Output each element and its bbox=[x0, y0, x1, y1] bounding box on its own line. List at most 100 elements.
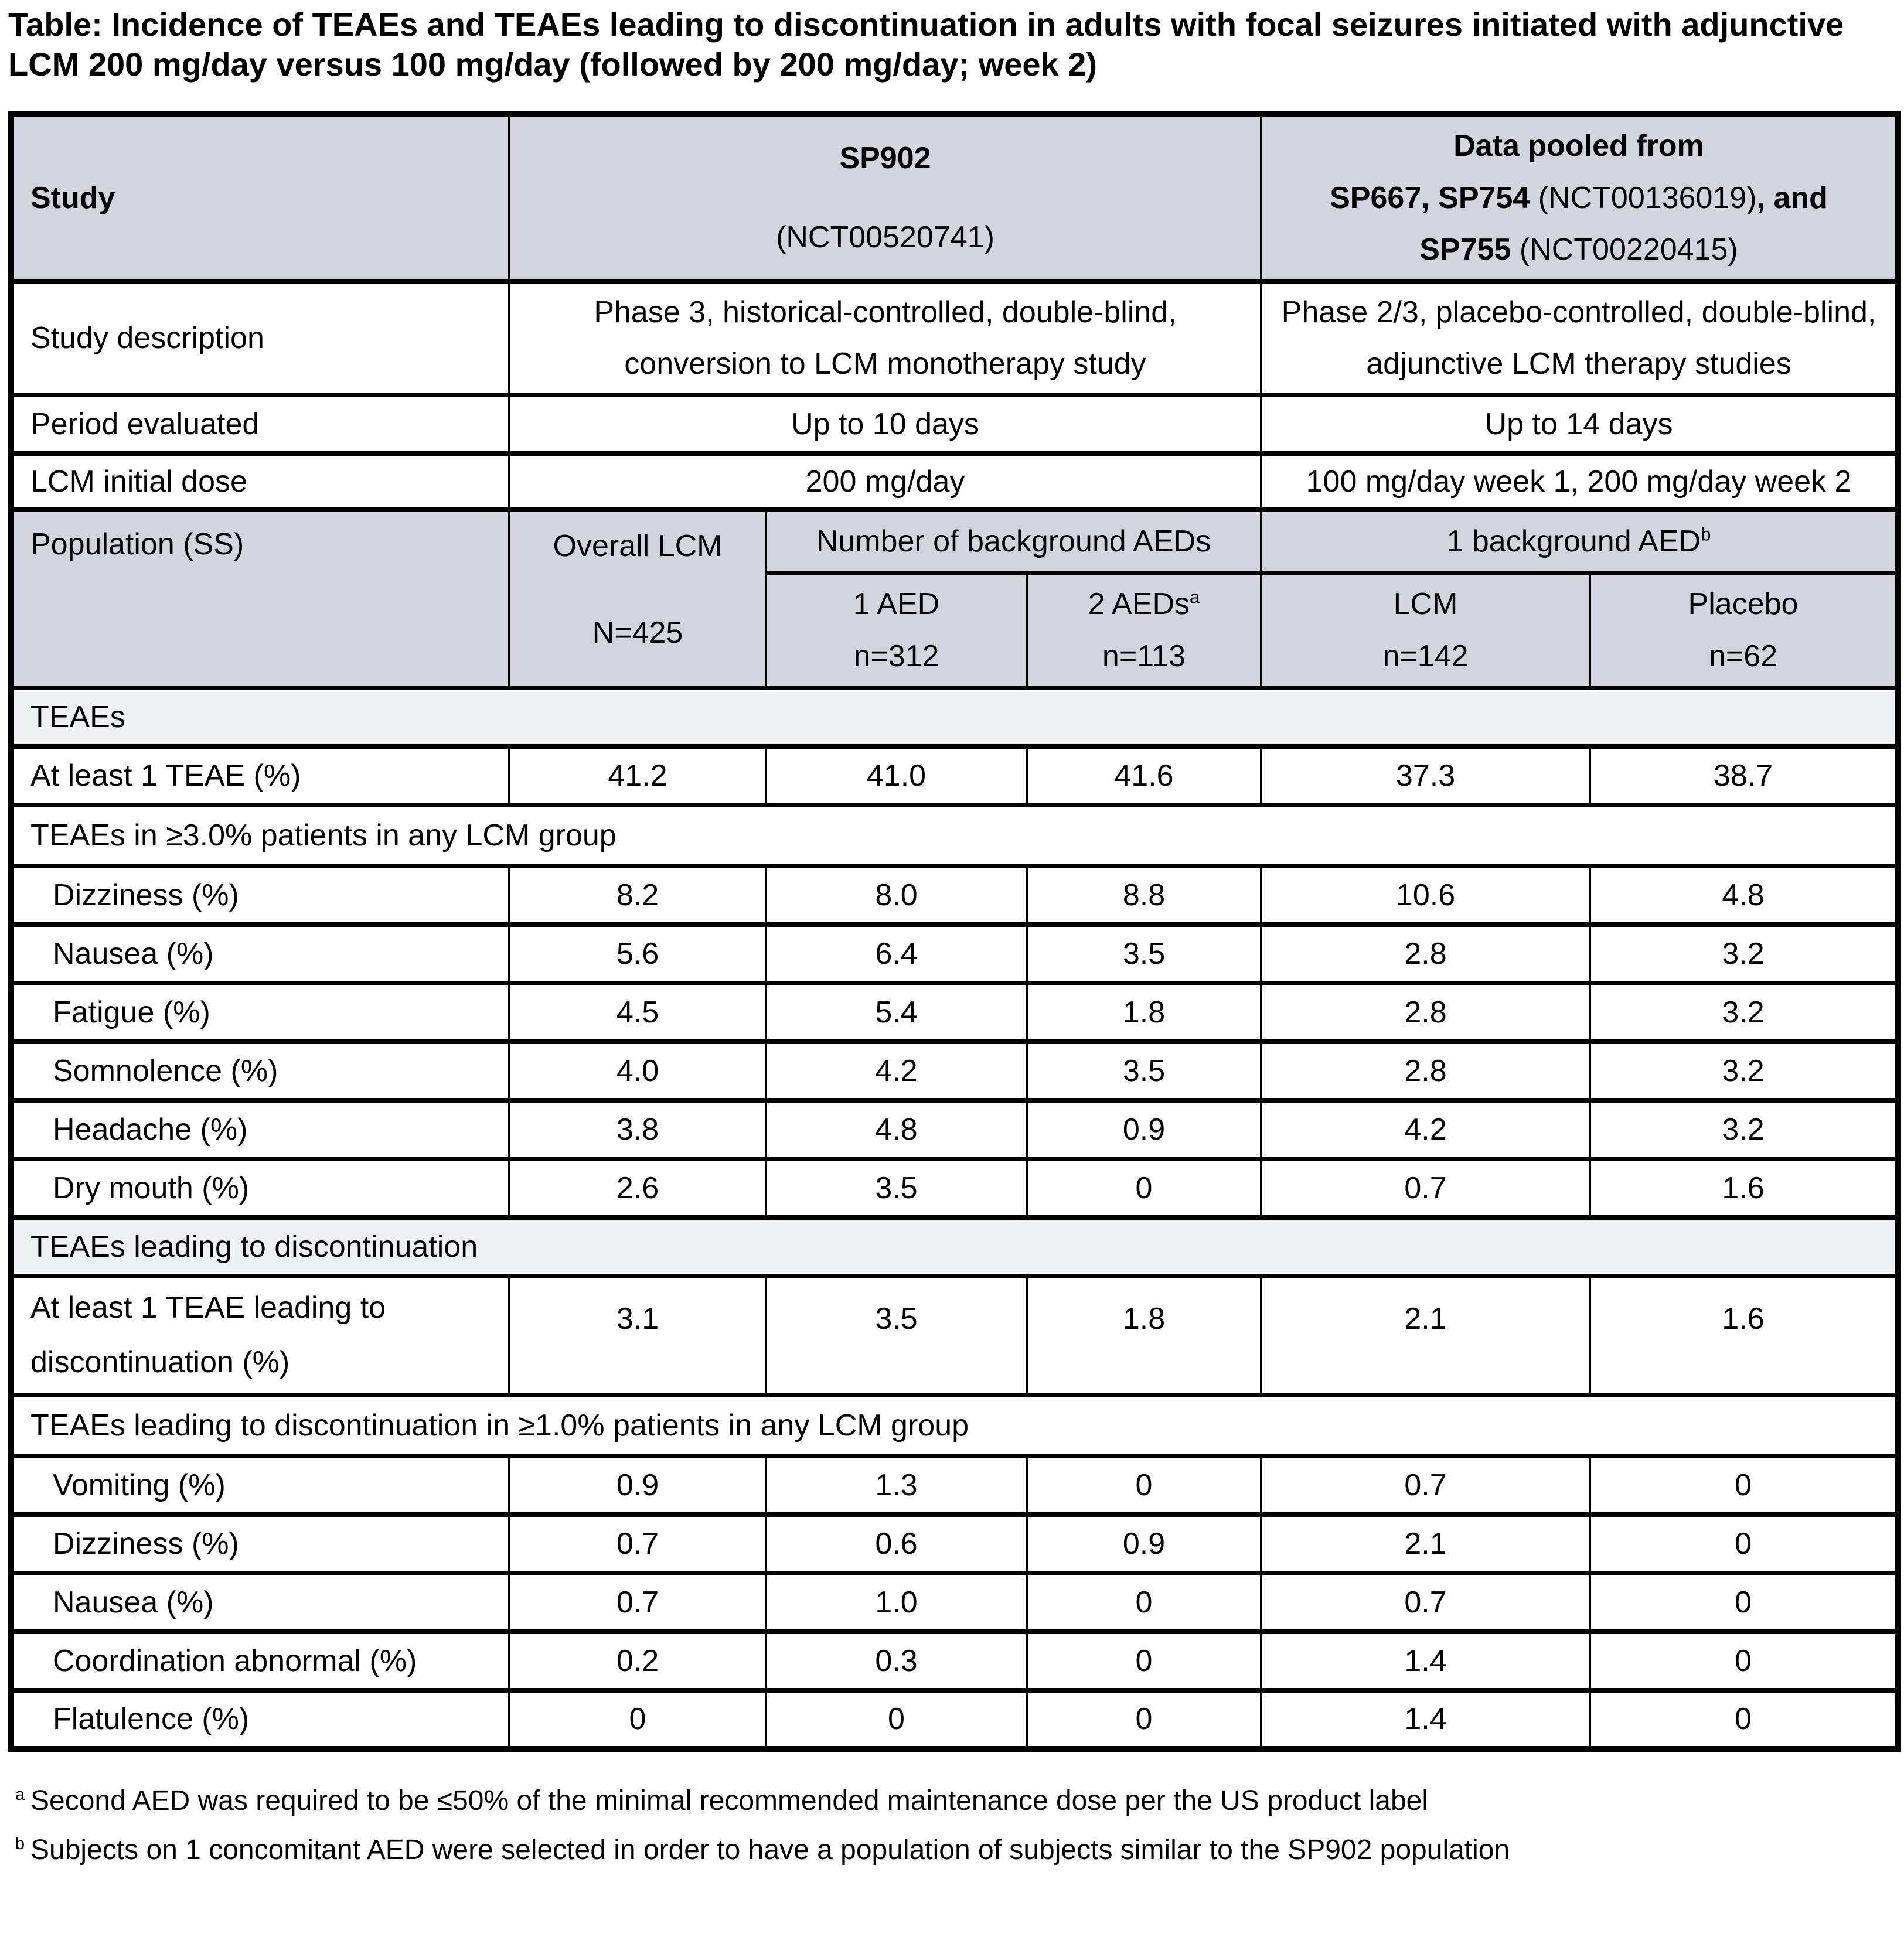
footnote-a: a Second AED was required to be ≤50% of t… bbox=[15, 1776, 1896, 1826]
value-cell: 0.2 bbox=[508, 1629, 767, 1693]
pooled-studies-1: SP667, SP754 bbox=[1330, 180, 1530, 215]
pooled-studies-2: SP755 bbox=[1419, 233, 1511, 267]
value-cell: 0 bbox=[1589, 1687, 1900, 1751]
lcm-dose-sp902: 200 mg/day bbox=[507, 451, 1263, 512]
value-cell: 4.5 bbox=[508, 980, 767, 1044]
value-cell: 38.7 bbox=[1589, 744, 1900, 807]
value-cell: 5.6 bbox=[508, 922, 767, 985]
col-2aeds-title: 2 AEDs bbox=[1088, 587, 1190, 622]
sp902-nct: (NCT00520741) bbox=[776, 220, 994, 254]
value-cell: 3.2 bbox=[1589, 922, 1900, 985]
row-population-groups: Population (SS) Overall LCM N=425 Number… bbox=[10, 507, 1900, 690]
col-2aeds-n: n=113 bbox=[1102, 639, 1186, 673]
row-label: Nausea (%) bbox=[10, 1570, 510, 1634]
value-cell: 1.6 bbox=[1589, 1156, 1900, 1220]
row-coordination-abnormal-disc: Coordination abnormal (%) 0.2 0.3 0 1.4 … bbox=[10, 1629, 1900, 1693]
value-cell: 0.9 bbox=[1025, 1512, 1263, 1575]
value-cell: 0.7 bbox=[1260, 1453, 1592, 1517]
col-2aeds-cell: 2 AEDsa n=113 bbox=[1025, 570, 1263, 690]
value-cell: 3.2 bbox=[1589, 980, 1900, 1044]
footnotes: a Second AED was required to be ≤50% of t… bbox=[8, 1776, 1896, 1875]
row-label: Headache (%) bbox=[10, 1097, 510, 1161]
row-dry-mouth: Dry mouth (%) 2.6 3.5 0 0.7 1.6 bbox=[10, 1156, 1900, 1220]
period-evaluated-label: Period evaluated bbox=[10, 392, 510, 456]
value-cell: 0 bbox=[1025, 1687, 1263, 1751]
value-cell: 0 bbox=[508, 1687, 767, 1751]
footnote-a-text: Second AED was required to be ≤50% of th… bbox=[30, 1785, 1429, 1816]
value-cell: 41.0 bbox=[765, 744, 1028, 807]
row-flatulence-disc: Flatulence (%) 0 0 0 1.4 0 bbox=[10, 1687, 1900, 1751]
value-cell: 0 bbox=[1025, 1570, 1263, 1634]
row-label: Coordination abnormal (%) bbox=[10, 1629, 510, 1693]
row-vomiting-disc: Vomiting (%) 0.9 1.3 0 0.7 0 bbox=[10, 1453, 1900, 1517]
value-cell: 2.8 bbox=[1260, 980, 1592, 1044]
value-cell: 4.2 bbox=[1260, 1097, 1592, 1161]
footnote-a-marker: a bbox=[15, 1785, 25, 1804]
value-cell: 0 bbox=[1589, 1453, 1900, 1517]
section-header-teaes-3pct: TEAEs in ≥3.0% patients in any LCM group bbox=[9, 802, 1900, 868]
value-cell: 3.2 bbox=[1589, 1097, 1900, 1161]
row-section-discontinuation: TEAEs leading to discontinuation bbox=[9, 1215, 1900, 1278]
row-nausea: Nausea (%) 5.6 6.4 3.5 2.8 3.2 bbox=[10, 922, 1900, 985]
value-cell: 4.8 bbox=[765, 1097, 1028, 1161]
pooled-line1: Data pooled from bbox=[1453, 129, 1704, 163]
value-cell: 3.5 bbox=[1025, 922, 1263, 985]
lcm-dose-label: LCM initial dose bbox=[10, 451, 510, 512]
one-background-aed-header: 1 background AEDb bbox=[1260, 507, 1900, 575]
value-cell: 3.1 bbox=[508, 1273, 767, 1397]
col-1aed-cell: 1 AED n=312 bbox=[765, 570, 1028, 690]
value-cell: 1.0 bbox=[765, 1570, 1028, 1634]
value-cell: 0.9 bbox=[1025, 1097, 1263, 1161]
row-label: Somnolence (%) bbox=[10, 1039, 510, 1103]
value-cell: 0.7 bbox=[508, 1570, 767, 1634]
study-description-label: Study description bbox=[10, 279, 510, 397]
value-cell: 2.6 bbox=[508, 1156, 767, 1220]
col-placebo-title: Placebo bbox=[1688, 587, 1799, 622]
footnote-b-marker: b bbox=[15, 1834, 25, 1853]
value-cell: 0 bbox=[1025, 1453, 1263, 1517]
sp902-header-cell: SP902 (NCT00520741) bbox=[507, 111, 1263, 285]
row-label: Fatigue (%) bbox=[10, 980, 510, 1044]
row-study-header: Study SP902 (NCT00520741) Data pooled fr… bbox=[10, 111, 1900, 285]
row-section-teaes: TEAEs bbox=[9, 685, 1900, 749]
footnote-b-text: Subjects on 1 concomitant AED were selec… bbox=[30, 1834, 1510, 1866]
value-cell: 6.4 bbox=[765, 922, 1028, 985]
overall-lcm-title: Overall LCM bbox=[553, 528, 723, 563]
table-title-line2: LCM 200 mg/day versus 100 mg/day (follow… bbox=[8, 46, 1098, 83]
row-label: Nausea (%) bbox=[10, 922, 510, 985]
row-section-discontinuation-1pct: TEAEs leading to discontinuation in ≥1.0… bbox=[9, 1392, 1900, 1458]
value-cell: 1.4 bbox=[1260, 1629, 1592, 1693]
row-dizziness: Dizziness (%) 8.2 8.0 8.8 10.6 4.8 bbox=[10, 863, 1900, 927]
col-placebo-n: n=62 bbox=[1708, 639, 1778, 673]
study-description-sp902: Phase 3, historical-controlled, double-b… bbox=[507, 279, 1263, 397]
table-title: Table: Incidence of TEAEs and TEAEs lead… bbox=[8, 5, 1896, 85]
value-cell: 1.3 bbox=[765, 1453, 1028, 1517]
col-placebo-cell: Placebo n=62 bbox=[1589, 570, 1900, 690]
row-study-description: Study description Phase 3, historical-co… bbox=[10, 279, 1900, 397]
col-1aed-n: n=312 bbox=[853, 639, 939, 673]
value-cell: 0.6 bbox=[765, 1512, 1028, 1575]
row-somnolence: Somnolence (%) 4.0 4.2 3.5 2.8 3.2 bbox=[10, 1039, 1900, 1103]
value-cell: 0 bbox=[1025, 1629, 1263, 1693]
pooled-header-cell: Data pooled from SP667, SP754 (NCT001360… bbox=[1260, 111, 1900, 285]
value-cell: 2.8 bbox=[1260, 922, 1592, 985]
value-cell: 41.6 bbox=[1025, 744, 1263, 807]
value-cell: 0 bbox=[1589, 1629, 1900, 1693]
value-cell: 3.5 bbox=[1025, 1039, 1263, 1103]
overall-lcm-cell: Overall LCM N=425 bbox=[508, 507, 767, 690]
row-label: Dizziness (%) bbox=[10, 1512, 510, 1575]
section-header-discontinuation: TEAEs leading to discontinuation bbox=[9, 1215, 1900, 1278]
value-cell: 3.8 bbox=[508, 1097, 767, 1161]
value-cell: 0.7 bbox=[508, 1512, 767, 1575]
row-at-least-1-teae-discontinuation: At least 1 TEAE leading to discontinuati… bbox=[10, 1273, 1900, 1397]
col-1aed-title: 1 AED bbox=[853, 587, 940, 622]
value-cell: 2.1 bbox=[1260, 1512, 1592, 1575]
population-label: Population (SS) bbox=[10, 507, 510, 690]
value-cell: 5.4 bbox=[765, 980, 1028, 1044]
pooled-nct-1: (NCT00136019) bbox=[1530, 180, 1757, 215]
value-cell: 1.8 bbox=[1025, 980, 1263, 1044]
pooled-and: , and bbox=[1756, 180, 1828, 215]
period-pooled: Up to 14 days bbox=[1260, 392, 1900, 456]
value-cell: 37.3 bbox=[1260, 744, 1592, 807]
row-lcm-initial-dose: LCM initial dose 200 mg/day 100 mg/day w… bbox=[10, 451, 1900, 512]
